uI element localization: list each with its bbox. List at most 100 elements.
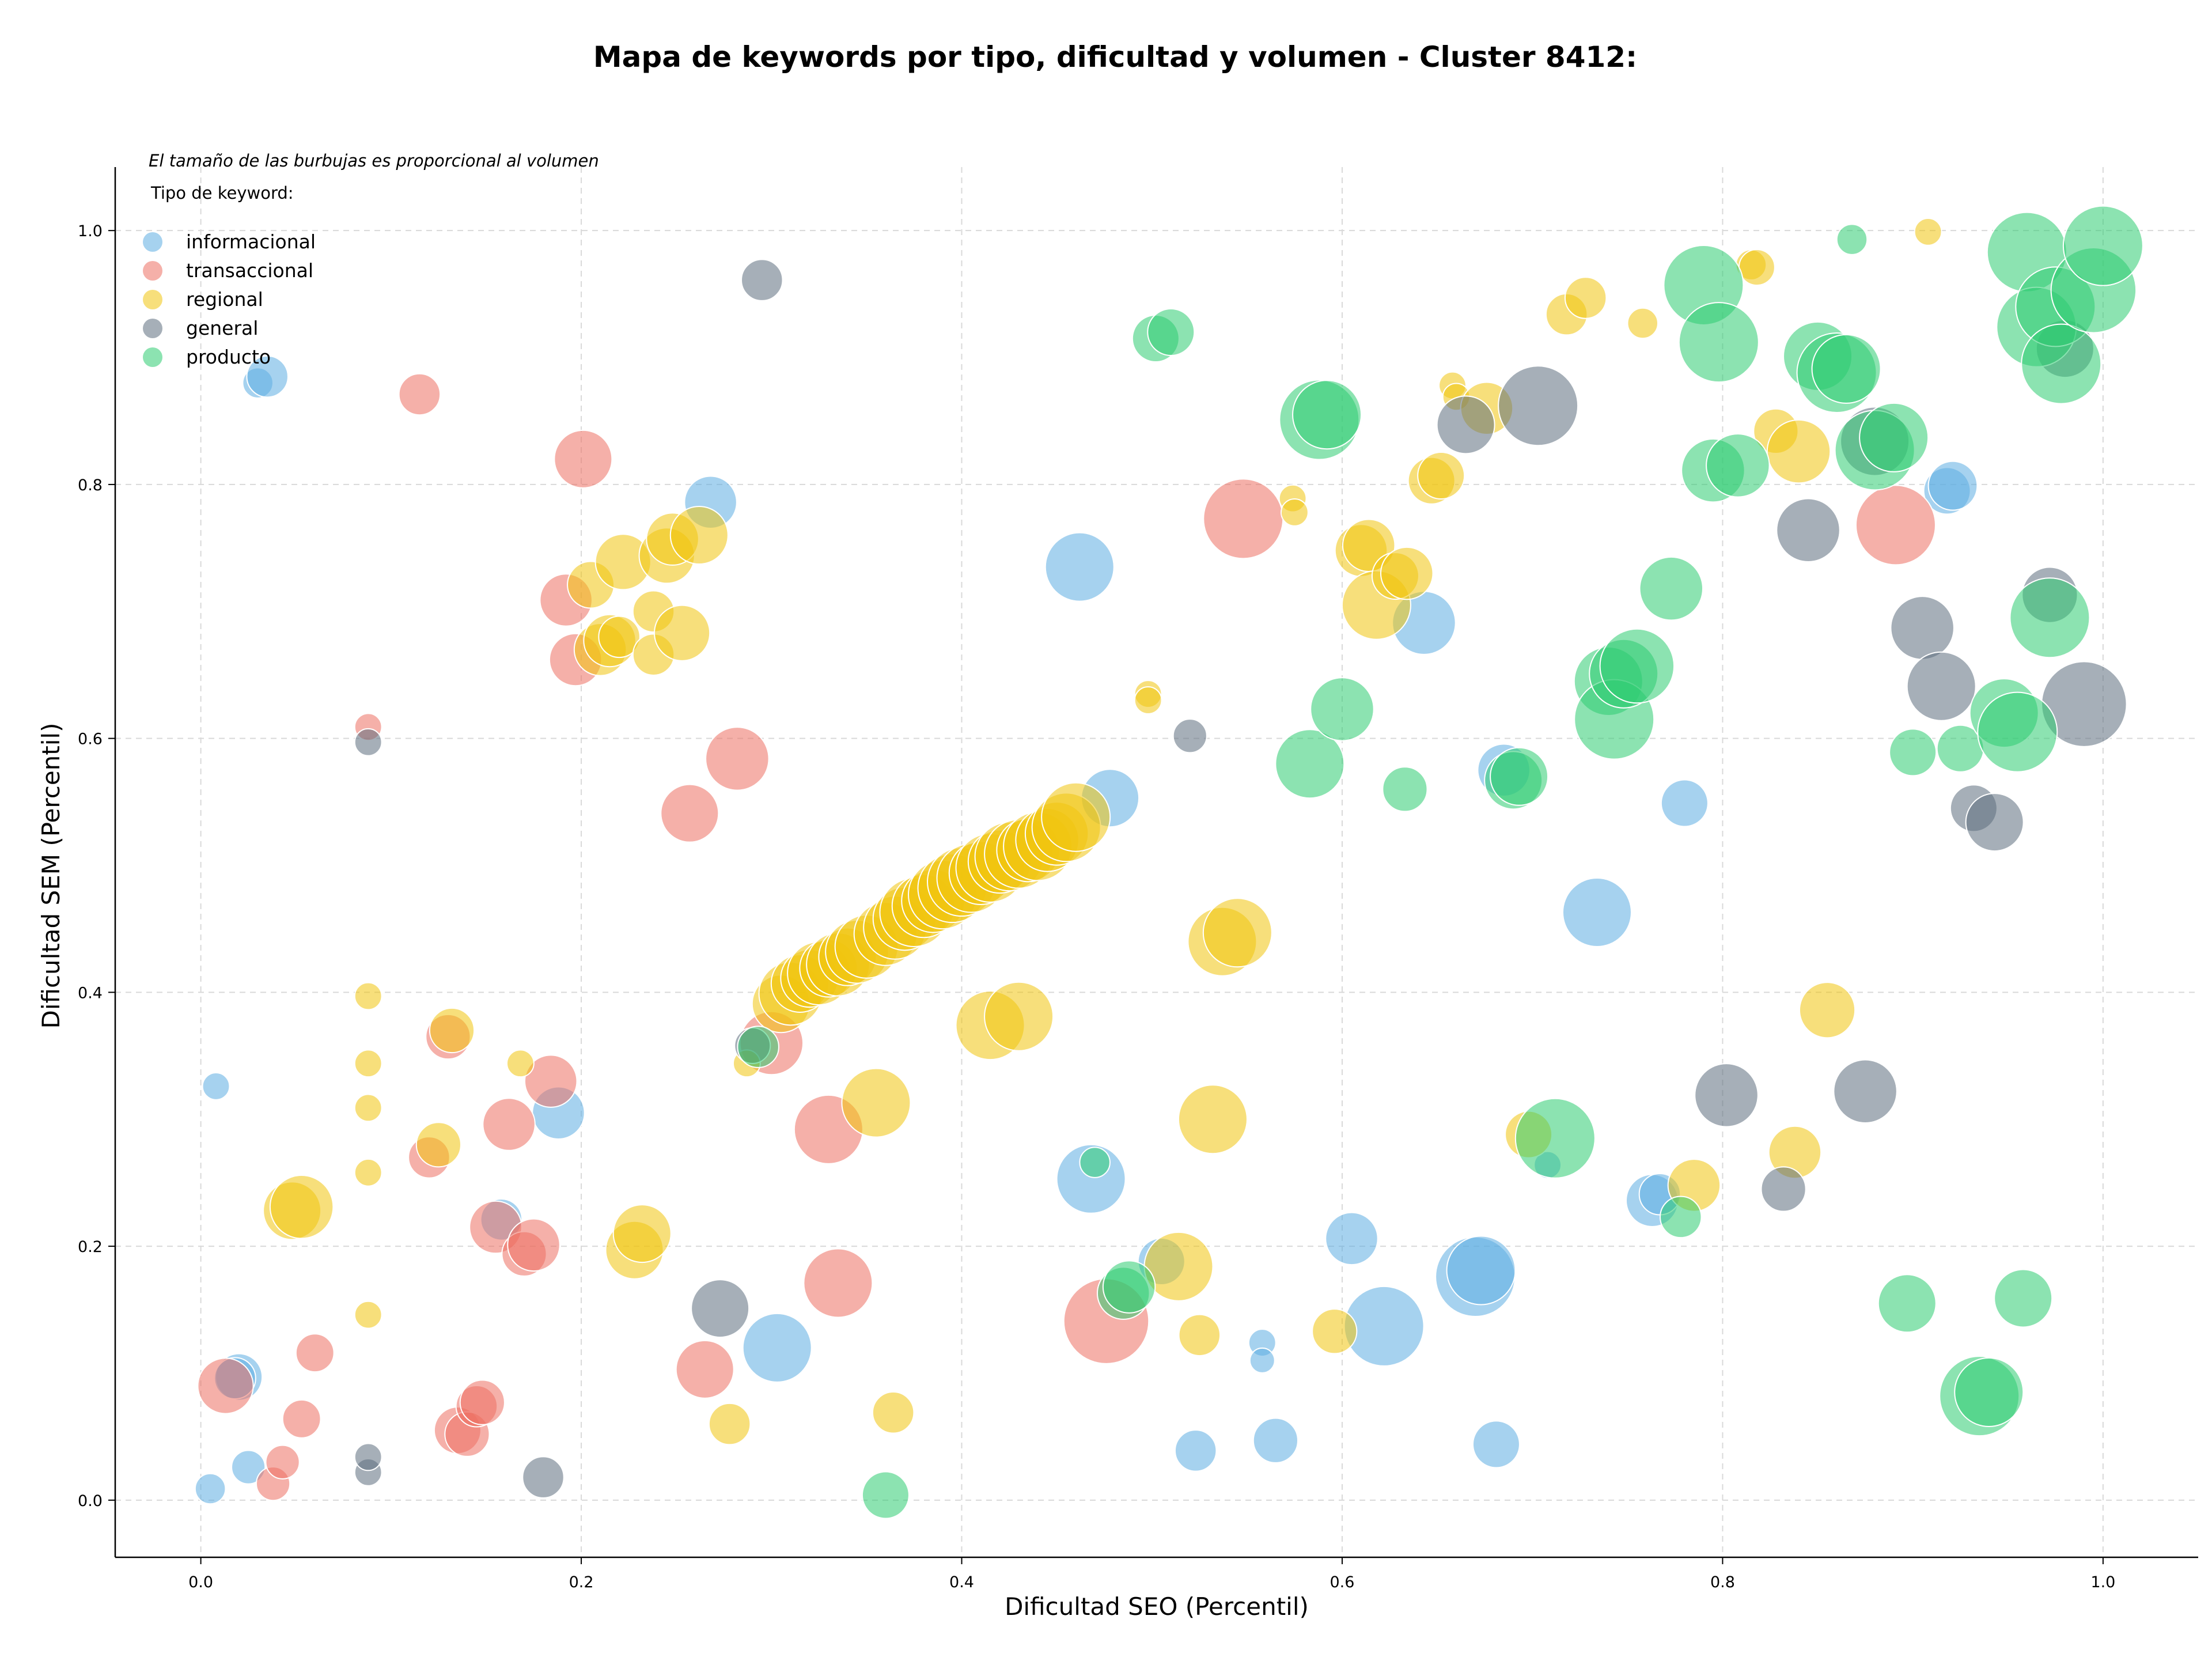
bubble-point — [506, 1049, 535, 1078]
bubble-point — [524, 1054, 578, 1108]
bubble-point — [1249, 1347, 1275, 1374]
bubble-point — [554, 429, 613, 489]
legend: El tamaño de las burbujas es proporciona… — [143, 151, 599, 368]
y-axis-label: Dificultad SEM (Percentil) — [37, 723, 65, 1029]
bubble-point — [2062, 205, 2143, 286]
bubble-point — [705, 727, 770, 791]
bubble-point — [1275, 729, 1345, 799]
y-tick-label: 1.0 — [78, 222, 103, 240]
bubble-point — [1798, 982, 1856, 1039]
bubble-point — [1599, 628, 1675, 704]
bubble-point — [1660, 1195, 1702, 1239]
legend-note: El tamaño de las burbujas es proporciona… — [149, 151, 599, 171]
legend-marker — [143, 261, 162, 281]
x-tick-label: 0.2 — [569, 1573, 594, 1591]
bubble-point — [1382, 766, 1428, 812]
x-tick-label: 0.6 — [1330, 1573, 1354, 1591]
bubble-point — [1994, 1269, 2053, 1328]
bubble-point — [482, 1098, 536, 1151]
bubble-point — [415, 1122, 461, 1168]
bubble-point — [1202, 898, 1272, 968]
x-tick-label: 0.0 — [188, 1573, 213, 1591]
bubble-point — [354, 1300, 382, 1329]
bubble-point — [1041, 782, 1111, 852]
bubble-point — [194, 1473, 226, 1505]
bubble-point — [1877, 1274, 1937, 1333]
bubble-point — [1811, 334, 1881, 404]
bubble-point — [354, 1443, 382, 1471]
bubble-point — [1660, 779, 1709, 827]
bubble-point — [1760, 1166, 1806, 1212]
legend-entry-producto: producto — [143, 346, 271, 368]
bubble-point — [246, 355, 289, 398]
chart-title: Mapa de keywords por tipo, dificultad y … — [593, 40, 1637, 74]
bubble-point — [1906, 651, 1976, 721]
bubble-point — [1281, 498, 1309, 527]
bubble-point — [2009, 577, 2090, 659]
bubble-point — [675, 1340, 734, 1399]
bubble-point — [1627, 307, 1658, 339]
bubble-point — [612, 1204, 672, 1263]
bubble-point — [1766, 419, 1831, 484]
bubble-point — [202, 1072, 230, 1100]
bubble-point — [2021, 323, 2102, 404]
bubble-point — [1177, 1084, 1248, 1155]
bubble-point — [1472, 1420, 1520, 1469]
bubble-point — [1134, 686, 1162, 714]
legend-marker — [143, 290, 162, 309]
bubble-point — [1252, 1417, 1298, 1463]
bubble-point — [660, 784, 719, 843]
bubble-point — [1102, 1260, 1156, 1314]
bubble-point — [737, 1026, 779, 1068]
legend-label: general — [186, 317, 258, 339]
bubble-point — [653, 604, 711, 661]
bubble-point — [354, 1094, 382, 1122]
bubble-point — [1833, 1059, 1897, 1124]
bubble-point — [1044, 532, 1115, 602]
legend-entry-informacional: informacional — [143, 230, 316, 253]
bubble-point — [1890, 596, 1955, 660]
y-tick-label: 0.2 — [78, 1238, 103, 1256]
bubble-point — [1859, 402, 1929, 472]
bubble-point — [841, 1068, 911, 1138]
bubble-point — [1927, 460, 1978, 511]
bubble-point — [1694, 1063, 1759, 1127]
bubble-point — [398, 373, 441, 416]
bubble-marks — [194, 205, 2143, 1519]
bubble-point — [1678, 302, 1759, 383]
bubble-point — [522, 1456, 565, 1499]
bubble-point — [1436, 395, 1495, 455]
legend-label: regional — [186, 288, 263, 311]
bubble-point — [1325, 1212, 1378, 1266]
bubble-point — [1079, 1147, 1111, 1178]
bubble-point — [1147, 308, 1195, 356]
bubble-point — [1417, 451, 1465, 500]
bubble-point — [354, 1049, 382, 1078]
series-regional — [263, 217, 1942, 1446]
bubble-point — [1178, 1314, 1221, 1357]
bubble-point — [1776, 498, 1840, 562]
bubble-point — [1954, 1357, 2024, 1428]
bubble-point — [1203, 478, 1284, 559]
bubble-point — [1738, 249, 1775, 286]
bubble-point — [1562, 877, 1632, 948]
bubble-point — [354, 728, 382, 756]
bubble-point — [861, 1471, 910, 1519]
bubble-point — [741, 259, 783, 301]
legend-entry-regional: regional — [143, 288, 263, 311]
y-tick-label: 0.6 — [78, 731, 103, 748]
tick-labels: 0.0 0.2 0.4 0.6 0.8 1.0 0.0 0.2 0.4 0.6 0.8 1.0 — [78, 222, 2115, 1591]
y-tick-label: 0.8 — [78, 476, 103, 494]
bubble-point — [282, 1399, 321, 1439]
bubble-point — [1836, 224, 1868, 255]
legend-entry-general: general — [143, 317, 258, 339]
bubble-point — [1380, 546, 1434, 600]
axes — [108, 167, 2198, 1564]
bubble-point — [1312, 1308, 1358, 1354]
bubble-point — [197, 1357, 254, 1414]
y-tick-label: 0.4 — [78, 984, 103, 1002]
bubble-point — [1174, 1429, 1217, 1472]
bubble-point — [598, 615, 641, 659]
bubble-point — [354, 982, 382, 1011]
